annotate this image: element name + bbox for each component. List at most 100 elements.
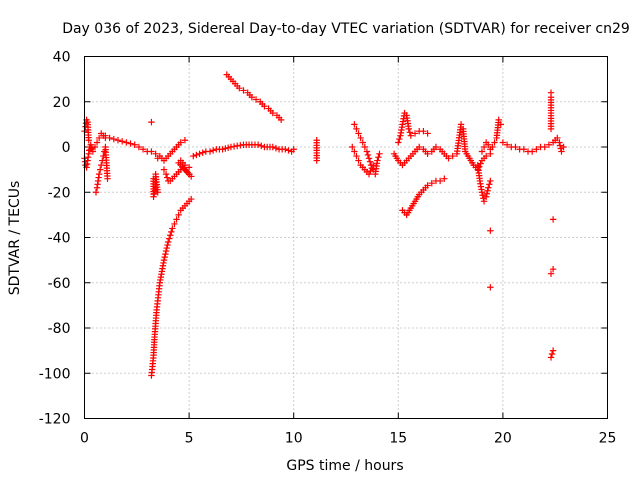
- data-point: [374, 157, 381, 164]
- data-point: [282, 146, 289, 153]
- data-point: [123, 139, 130, 146]
- y-tick-label: -80: [48, 321, 71, 337]
- data-point: [549, 216, 557, 223]
- data-point: [482, 193, 490, 200]
- data-point: [162, 247, 170, 255]
- data-point: [357, 134, 364, 142]
- data-point: [193, 151, 200, 159]
- x-axis-label: GPS time / hours: [286, 458, 403, 474]
- series-seg-22h-spikes: [547, 89, 557, 361]
- data-point: [196, 150, 203, 157]
- series-seg-20h-flat: [499, 139, 553, 155]
- data-point: [190, 152, 197, 160]
- y-axis-label: SDTVAR / TECUs: [7, 181, 23, 296]
- data-point: [411, 130, 419, 137]
- data-point: [355, 157, 362, 164]
- data-point: [487, 227, 494, 234]
- data-point: [355, 130, 362, 137]
- data-point: [424, 182, 431, 189]
- data-point: [489, 143, 496, 151]
- data-point: [475, 163, 483, 170]
- series-seg-ramp-down: [102, 132, 159, 157]
- data-point: [375, 153, 382, 161]
- data-point: [353, 152, 360, 160]
- data-point: [160, 166, 168, 173]
- data-point: [152, 150, 159, 157]
- data-point: [480, 198, 488, 205]
- data-point: [396, 135, 403, 143]
- data-point: [160, 256, 168, 264]
- data-point: [95, 134, 103, 142]
- data-point: [168, 228, 175, 236]
- data-point: [367, 167, 374, 175]
- series-seg-15h-wave: [390, 143, 456, 169]
- series-seg-midday-flat: [190, 141, 297, 160]
- data-point: [533, 146, 540, 153]
- data-point: [407, 132, 415, 139]
- data-point: [166, 235, 173, 242]
- y-tick-label: 0: [62, 140, 71, 156]
- series-seg-19h-upper: [478, 116, 505, 155]
- data-point: [485, 184, 492, 191]
- data-point: [185, 164, 193, 171]
- series-seg-morning-loop: [160, 157, 195, 185]
- data-point: [478, 148, 486, 155]
- y-tick-label: 40: [53, 50, 71, 66]
- data-point: [148, 118, 155, 126]
- data-point: [520, 146, 528, 153]
- data-point: [261, 103, 268, 110]
- data-point: [175, 211, 182, 219]
- data-point: [272, 144, 280, 152]
- data-point: [349, 143, 356, 151]
- data-point: [484, 187, 491, 194]
- data-point: [416, 143, 423, 151]
- data-point: [486, 181, 493, 188]
- data-point: [368, 164, 376, 172]
- data-point: [93, 139, 101, 146]
- data-point: [118, 138, 126, 145]
- data-point: [224, 144, 232, 151]
- data-point: [236, 84, 243, 92]
- data-point: [479, 192, 486, 199]
- data-point: [162, 250, 169, 258]
- data-point: [406, 129, 414, 136]
- data-point: [162, 170, 170, 178]
- data-point: [135, 143, 143, 151]
- data-point: [240, 87, 247, 94]
- data-point: [548, 350, 556, 358]
- y-tick-label: -60: [48, 276, 71, 292]
- data-point: [181, 137, 189, 144]
- data-point: [254, 141, 262, 148]
- data-point: [545, 141, 553, 148]
- data-point: [353, 125, 360, 133]
- data-point: [219, 146, 226, 153]
- data-point: [351, 148, 358, 155]
- data-point: [361, 143, 369, 151]
- data-point: [102, 132, 109, 139]
- data-point: [150, 193, 157, 200]
- plot-frame: [84, 56, 608, 419]
- data-point: [139, 146, 147, 153]
- data-point: [480, 195, 487, 202]
- data-point: [167, 232, 174, 239]
- data-point: [499, 139, 507, 146]
- data-point: [87, 146, 94, 153]
- data-point: [369, 161, 377, 169]
- y-tick-label: -120: [39, 412, 71, 428]
- series-seg-18h-cluster: [453, 121, 494, 173]
- data-point: [478, 189, 486, 196]
- data-point: [547, 354, 555, 361]
- x-tick-label: 20: [494, 431, 512, 447]
- data-point: [177, 139, 184, 146]
- data-point: [269, 143, 276, 151]
- data-point: [483, 190, 491, 197]
- data-point: [405, 125, 412, 133]
- data-point: [395, 139, 402, 146]
- data-point: [557, 145, 564, 152]
- data-point: [558, 148, 565, 155]
- data-point: [547, 270, 555, 277]
- series-seg-outlier-3h: [148, 118, 161, 200]
- data-point: [110, 135, 117, 143]
- data-point: [487, 177, 494, 185]
